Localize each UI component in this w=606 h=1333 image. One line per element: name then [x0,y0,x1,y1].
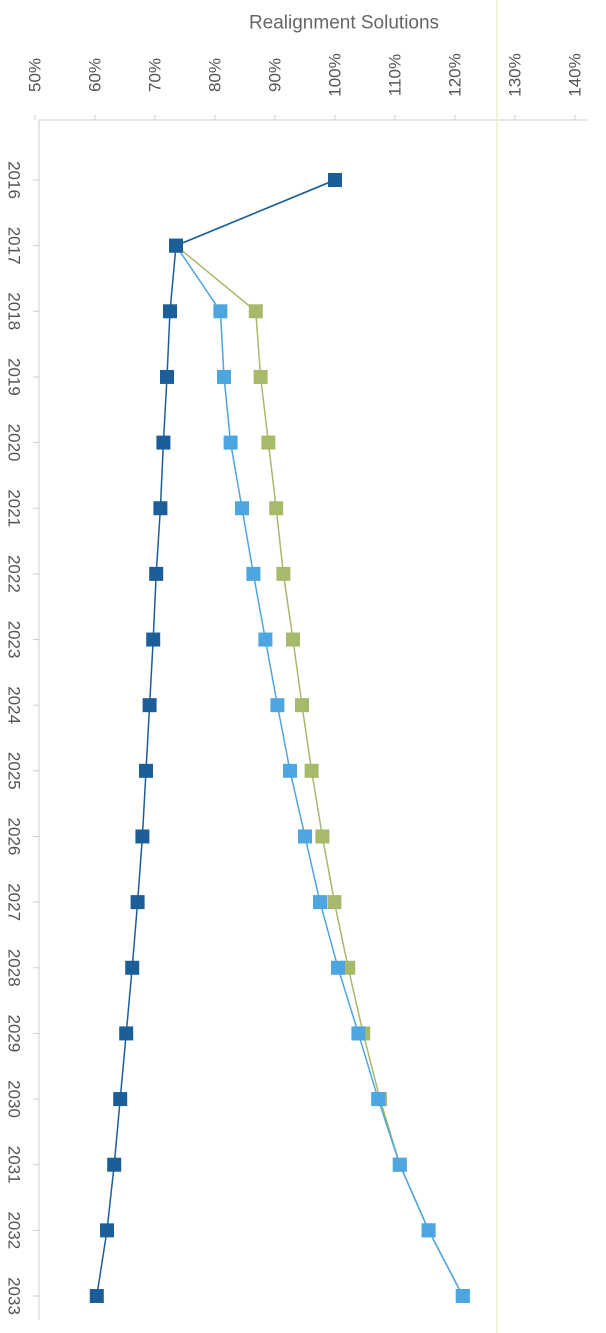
x-tick-label: 2017 [5,227,24,265]
data-point [315,829,330,844]
x-tick-label: 2030 [5,1080,24,1118]
series-2 [169,173,470,1303]
x-tick-label: 2021 [5,489,24,527]
y-tick-label: 130% [506,53,525,96]
data-point [235,501,249,516]
x-tick-label: 2018 [5,292,24,330]
data-point [295,698,309,713]
data-point [223,435,238,450]
data-point [298,829,312,844]
data-point [217,369,231,384]
data-point [304,763,319,778]
data-point [107,1157,122,1172]
y-tick-label: 70% [146,58,165,92]
x-tick-label: 2023 [5,621,24,659]
data-point [119,1026,134,1041]
x-tick-label: 2025 [5,752,24,790]
x-tick-label: 2029 [5,1014,24,1052]
data-point [213,304,228,319]
data-point [135,829,150,844]
data-point [327,895,342,910]
data-point [455,1289,470,1303]
x-tick-label: 2026 [5,818,24,856]
y-tick-label: 50% [26,58,45,92]
y-axis-ticks: 50% 60% 70% 80% 90% 100% 110% 120% 130% 140% [26,53,585,120]
y-tick-label: 100% [326,53,345,96]
data-point [258,632,273,647]
data-point [160,369,174,384]
data-point [156,435,171,450]
series-line [174,179,464,1297]
data-point [248,304,263,319]
data-point [130,895,145,910]
x-tick-label: 2022 [5,555,24,593]
data-point [261,435,276,450]
data-point [276,566,291,581]
data-point [139,763,153,778]
x-tick-label: 2016 [5,161,24,199]
y-tick-label: 140% [566,53,585,96]
y-tick-label: 80% [206,58,225,92]
data-point [286,632,300,647]
x-tick-label: 2031 [5,1146,24,1184]
series-line [96,179,336,1297]
data-point [421,1223,436,1238]
data-point [149,566,164,581]
data-point [125,960,140,975]
data-point [269,501,284,516]
series-3 [89,173,342,1303]
series-group [89,173,470,1303]
y-tick-label: 120% [446,53,465,96]
data-point [169,238,183,253]
x-tick-label: 2027 [5,883,24,921]
data-point [313,895,327,910]
data-point [371,1092,386,1107]
data-point [142,698,157,713]
x-tick-label: 2033 [5,1277,24,1315]
x-tick-label: 2032 [5,1211,24,1249]
x-axis-ticks: 2016 2017 2018 2019 2020 2021 2022 2023 2024 2025… [5,161,39,1315]
data-point [163,304,177,319]
y-tick-label: 60% [86,58,105,92]
data-point [146,632,161,647]
y-tick-label: 110% [386,54,405,96]
x-tick-label: 2020 [5,424,24,462]
data-point [153,501,168,516]
data-point [328,173,342,187]
data-point [113,1092,128,1107]
data-point [283,763,297,778]
data-point [392,1157,407,1172]
x-tick-label: 2019 [5,358,24,396]
x-tick-label: 2024 [5,686,24,724]
y-tick-label: 90% [266,58,285,92]
data-point [253,369,268,384]
data-point [246,566,261,581]
data-point [89,1289,104,1303]
data-point [270,698,285,713]
series-line [174,179,464,1297]
x-tick-label: 2028 [5,949,24,987]
data-point [331,960,345,975]
data-point [100,1223,114,1238]
data-point [351,1026,366,1041]
chart-title: Realignment Solutions [249,13,439,34]
